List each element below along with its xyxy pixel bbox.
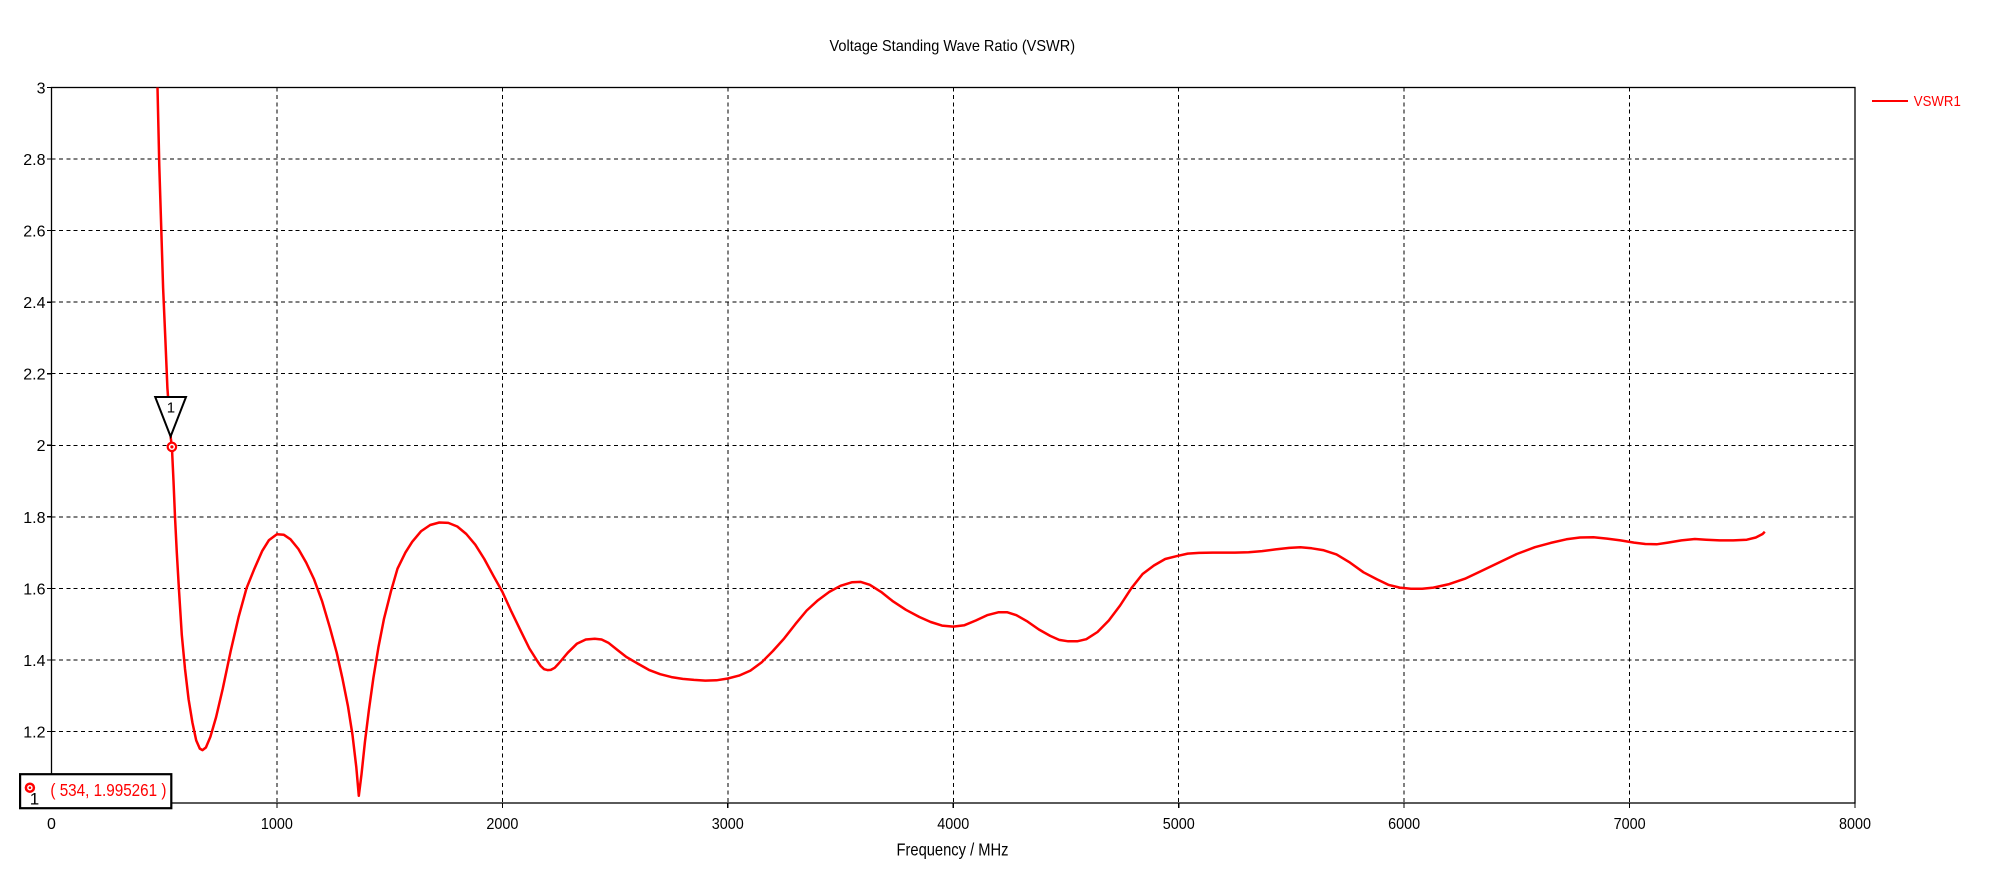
svg-text:( 534, 1.995261 ): ( 534, 1.995261 ) bbox=[50, 780, 166, 800]
svg-text:2.2: 2.2 bbox=[23, 367, 45, 384]
svg-text:1: 1 bbox=[30, 790, 39, 809]
svg-text:1.6: 1.6 bbox=[23, 581, 45, 598]
svg-text:2.4: 2.4 bbox=[23, 295, 45, 312]
svg-text:Voltage Standing Wave Ratio (V: Voltage Standing Wave Ratio (VSWR) bbox=[830, 38, 1076, 55]
svg-text:1: 1 bbox=[167, 399, 175, 416]
svg-text:1.8: 1.8 bbox=[23, 510, 45, 527]
svg-text:3000: 3000 bbox=[712, 816, 744, 833]
svg-text:0: 0 bbox=[47, 816, 56, 833]
svg-text:2.6: 2.6 bbox=[23, 224, 45, 241]
svg-text:4000: 4000 bbox=[937, 816, 969, 833]
svg-text:7000: 7000 bbox=[1614, 816, 1646, 833]
svg-text:Frequency / MHz: Frequency / MHz bbox=[897, 840, 1009, 860]
svg-text:1000: 1000 bbox=[261, 816, 293, 833]
svg-text:6000: 6000 bbox=[1388, 816, 1420, 833]
svg-text:1.2: 1.2 bbox=[23, 725, 45, 742]
svg-text:VSWR1: VSWR1 bbox=[1914, 93, 1961, 110]
svg-text:2.8: 2.8 bbox=[23, 152, 45, 169]
svg-text:1.4: 1.4 bbox=[23, 653, 45, 670]
svg-text:2000: 2000 bbox=[486, 816, 518, 833]
svg-text:5000: 5000 bbox=[1163, 816, 1195, 833]
svg-text:8000: 8000 bbox=[1839, 816, 1871, 833]
svg-text:3: 3 bbox=[37, 81, 46, 98]
svg-text:2: 2 bbox=[37, 438, 46, 455]
